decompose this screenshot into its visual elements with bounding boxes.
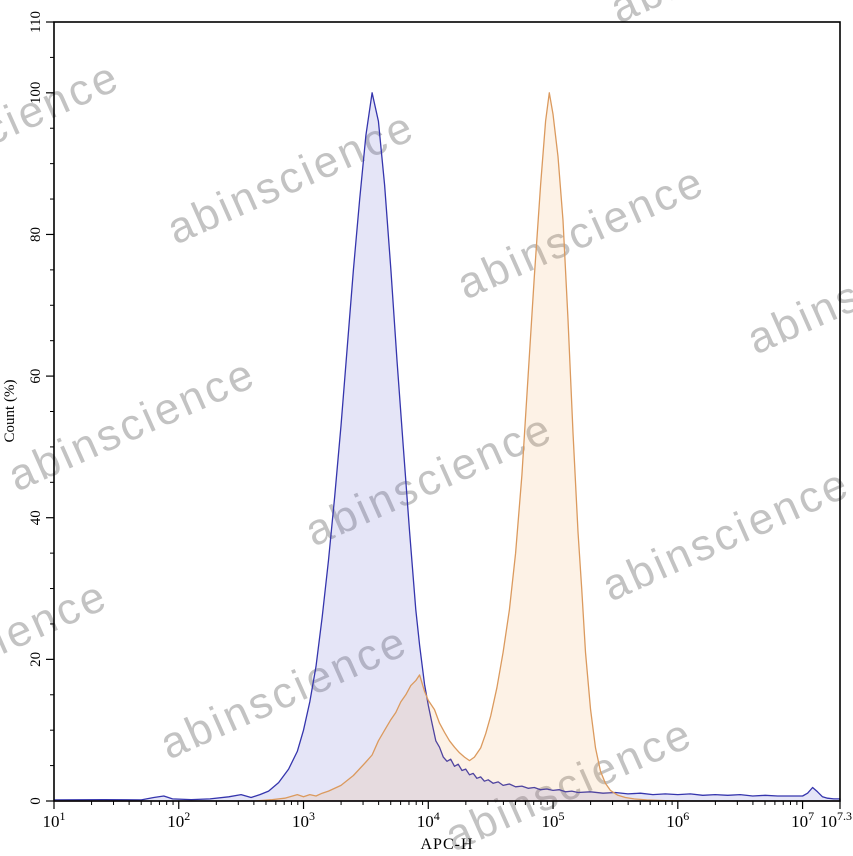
x-tick-label: 103 <box>292 809 315 831</box>
watermark-text: abinscience <box>740 211 853 364</box>
axes-layer: 101 102 103 104 105 106 107 107.3 0 20 40 60 80 100 11… <box>28 11 852 831</box>
watermark-text: abinscience <box>0 51 127 204</box>
y-tick-label: 20 <box>28 652 44 667</box>
x-tick-label: 107.3 <box>820 809 852 831</box>
y-tick-label: 110 <box>28 11 44 33</box>
x-tick-label: 104 <box>417 809 440 831</box>
watermark-text: abinscience <box>595 458 853 611</box>
series-layer <box>53 92 841 802</box>
watermark-text: abinscience <box>0 570 115 723</box>
x-axis-title: APC-H <box>420 836 473 853</box>
y-tick-label: 60 <box>28 369 44 384</box>
watermark-text: abinscience <box>450 156 712 309</box>
y-tick-label: 0 <box>28 797 44 805</box>
histogram-curve-orange-stained-population <box>53 92 841 802</box>
y-axis-title: Count (%) <box>2 380 18 443</box>
x-tick-label: 107 <box>791 809 814 831</box>
x-tick-label: 105 <box>542 809 565 831</box>
x-tick-label: 102 <box>167 809 190 831</box>
x-tick-label: 101 <box>43 809 66 831</box>
x-tick-label: 106 <box>666 809 689 831</box>
y-tick-label: 100 <box>28 82 44 105</box>
watermark-text: abinscience <box>603 0 853 33</box>
y-tick-label: 40 <box>28 510 44 525</box>
histogram-curve-blue-control-population <box>53 92 841 802</box>
y-tick-label: 80 <box>28 227 44 242</box>
